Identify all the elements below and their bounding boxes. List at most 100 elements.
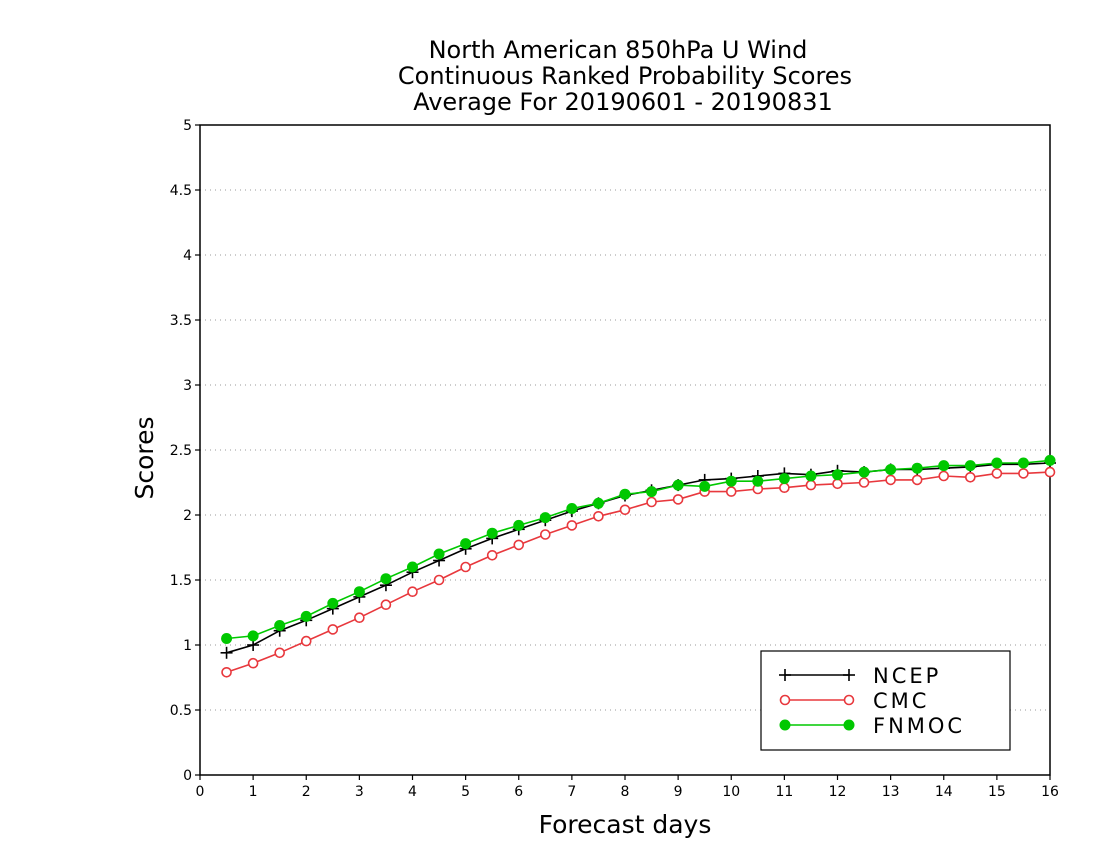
y-tick-label-4: 2 [183,508,192,524]
x-tick-label-16: 16 [1041,784,1059,800]
x-tick-label-4: 4 [408,784,417,800]
cmc-point-19 [725,486,737,497]
cmc-point-15 [619,504,631,516]
series-lines [220,454,1056,678]
cmc-point-26 [911,474,923,486]
x-tick-label-12: 12 [829,784,847,800]
x-tick-label-15: 15 [988,784,1006,800]
cmc-point-27 [938,470,950,482]
fnmoc-point-13 [566,503,578,514]
fnmoc-point-17 [672,479,684,491]
y-tick-label-8: 4 [183,248,192,264]
legend-fnmoc-marker-right [843,719,855,731]
fnmoc-point-22 [805,470,817,482]
y-tick-label-3: 1.5 [170,573,192,589]
fnmoc-point-21 [778,473,790,485]
cmc-point-7 [407,586,418,598]
legend-cmc-label: CMC [873,689,929,713]
legend-ncep-marker-left [779,669,791,681]
cmc-point-0 [221,666,232,678]
series-cmc [221,466,1056,678]
fnmoc-line [226,459,1051,640]
x-tick-label-14: 14 [935,784,953,800]
fnmoc-point-28 [964,460,976,472]
series-fnmoc [221,454,1056,644]
fnmoc-point-11 [513,519,525,531]
x-tick-label-2: 2 [302,784,311,800]
legend-ncep-marker-right [843,669,855,681]
x-tick-label-6: 6 [514,784,523,800]
legend-cmc-marker-right [843,694,855,706]
fnmoc-point-8 [433,548,445,560]
x-axis-label: Forecast days [539,810,712,839]
cmc-point-12 [540,529,551,540]
fnmoc-point-1 [247,630,259,642]
fnmoc-point-3 [300,610,312,622]
fnmoc-point-16 [646,486,658,498]
fnmoc-point-24 [858,466,870,478]
x-tick-label-1: 1 [249,784,258,800]
cmc-point-4 [327,624,339,635]
fnmoc-point-25 [885,464,897,475]
fnmoc-point-27 [938,460,950,472]
x-tick-label-8: 8 [621,784,630,800]
legend-cmc-marker-left [779,694,791,706]
cmc-point-14 [593,510,604,522]
cmc-point-3 [300,635,312,647]
y-tick-label-5: 2.5 [170,443,192,459]
x-tick-label-3: 3 [355,784,364,800]
cmc-point-21 [779,482,790,494]
fnmoc-point-29 [991,457,1003,469]
legend-fnmoc-marker-left [779,719,791,731]
x-tick-label-11: 11 [775,784,793,800]
fnmoc-point-0 [221,633,233,644]
fnmoc-point-15 [619,488,631,500]
cmc-point-6 [380,599,392,611]
ncep-point-0 [220,646,233,659]
fnmoc-point-30 [1017,457,1029,469]
cmc-point-11 [513,539,525,551]
y-tick-label-10: 5 [183,118,192,134]
cmc-point-13 [566,520,578,531]
cmc-point-25 [885,474,896,486]
fnmoc-point-19 [725,475,737,487]
title-line-2: Continuous Ranked Probability Scores [398,62,852,90]
cmc-point-5 [354,612,365,624]
y-tick-label-9: 4.5 [170,183,192,199]
y-tick-label-0: 0 [183,768,192,784]
cmc-point-22 [805,479,817,491]
x-tick-label-13: 13 [882,784,900,800]
y-tick-label-6: 3 [183,378,192,394]
ncep-line [226,462,1051,654]
cmc-point-9 [460,561,471,573]
legend-ncep-label: NCEP [873,664,941,688]
cmc-point-31 [1044,466,1056,478]
fnmoc-point-23 [832,469,843,481]
cmc-point-8 [433,574,445,586]
fnmoc-point-20 [752,475,764,487]
fnmoc-point-6 [380,573,392,585]
y-tick-label-7: 3.5 [170,313,192,329]
cmc-point-1 [247,657,259,669]
title-line-3: Average For 20190601 - 20190831 [413,88,833,116]
fnmoc-point-7 [407,561,418,573]
cmc-point-30 [1018,468,1029,479]
legend-fnmoc-label: FNMOC [873,714,965,738]
x-tick-label-10: 10 [722,784,740,800]
y-axis-label: Scores [130,416,159,499]
chart-title: North American 850hPa U Wind Continuous … [398,36,852,116]
cmc-point-23 [832,478,843,490]
cmc-line [226,471,1051,674]
cmc-point-10 [486,549,498,561]
cmc-point-2 [274,647,285,659]
x-tick-label-0: 0 [196,784,205,800]
fnmoc-point-12 [539,512,551,524]
fnmoc-point-26 [911,462,923,474]
cmc-point-24 [858,477,870,488]
fnmoc-point-9 [460,538,472,550]
y-axis-ticks: 0 0.5 1 1.5 2 2.5 3 3.5 4 4.5 5 [170,118,200,784]
x-tick-label-5: 5 [461,784,470,800]
y-tick-label-1: 0.5 [170,703,192,719]
fnmoc-point-10 [486,527,498,539]
x-tick-label-9: 9 [674,784,683,800]
